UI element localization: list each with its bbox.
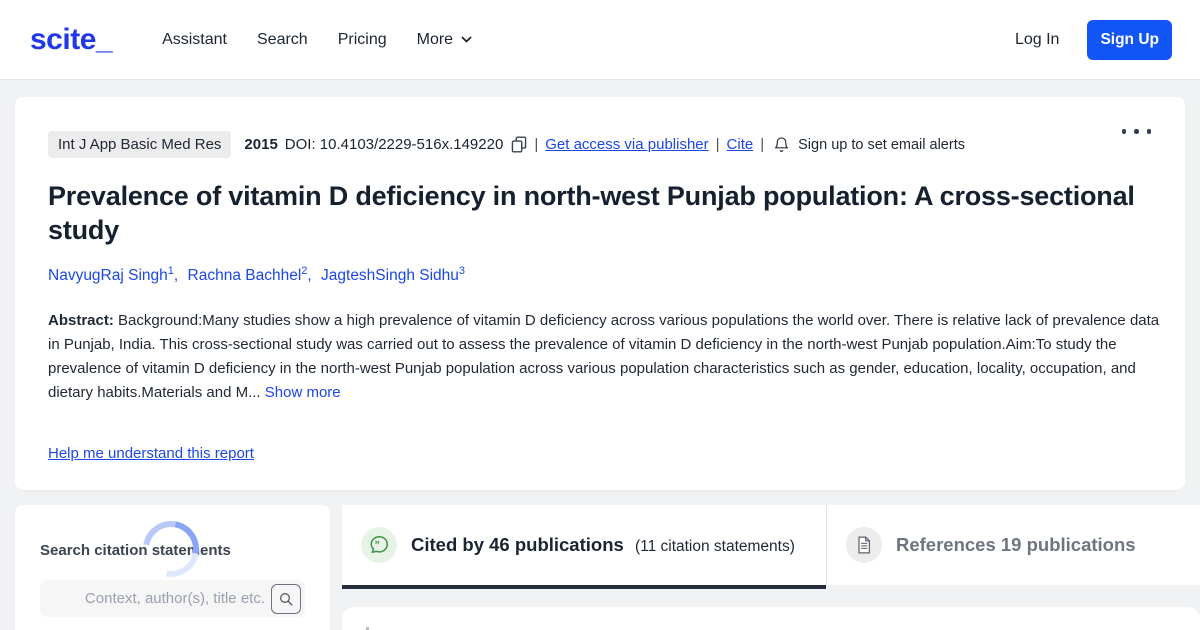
journal-badge: Int J App Basic Med Res [48,131,232,158]
abstract: Abstract: Background:Many studies show a… [48,309,1164,405]
clipped-content-stub [366,627,369,630]
more-options-button[interactable] [1118,125,1156,138]
author-link[interactable]: Rachna Bachhel2 [187,265,308,285]
signup-button[interactable]: Sign Up [1087,19,1172,60]
separator: | [760,136,765,153]
author-separator: , [173,267,179,285]
chevron-down-icon [461,36,472,43]
cite-link[interactable]: Cite [726,136,754,153]
separator: | [715,136,720,153]
citations-list-card [342,607,1200,630]
document-icon [846,527,882,563]
separator: | [534,136,539,153]
scite-logo[interactable]: scite_ [30,22,113,56]
author-affiliation-sup: 2 [301,265,308,277]
main-nav: Assistant Search Pricing More [162,31,473,49]
author-affiliation-sup: 3 [458,265,466,277]
author-link[interactable]: NavyugRaj Singh1 [48,265,174,285]
paper-title: Prevalence of vitamin D deficiency in no… [48,181,1135,245]
author-list: NavyugRaj Singh1, Rachna Bachhel2, Jagte… [48,265,465,285]
references-label: References 19 publications [896,534,1136,555]
nav-search[interactable]: Search [257,30,308,48]
svg-text:”: ” [375,540,380,551]
author-link[interactable]: JagteshSingh Sidhu3 [321,265,466,285]
top-navigation-bar: scite_ Assistant Search Pricing More Log… [0,0,1200,80]
copy-icon[interactable] [511,136,527,153]
search-card-title: Search citation statements [40,542,231,559]
help-understand-link[interactable]: Help me understand this report [48,445,254,462]
search-submit-button[interactable] [271,583,301,614]
account-actions: Log In Sign Up [1014,19,1172,60]
email-alerts-link[interactable]: Sign up to set email alerts [798,136,965,153]
active-tab-indicator [342,585,826,589]
show-more-link[interactable]: Show more [264,384,341,401]
citation-search-box [40,580,305,617]
author-separator: , [307,267,312,285]
cited-by-label: Cited by 46 publications [411,534,624,555]
tab-cited-by[interactable]: ” Cited by 46 publications (11 citation … [342,505,826,589]
nav-assistant[interactable]: Assistant [162,30,227,48]
nav-more-label: More [416,30,454,48]
search-citation-card: Search citation statements [15,505,330,630]
nav-more[interactable]: More [417,31,473,49]
get-access-link[interactable]: Get access via publisher [545,136,709,153]
tab-divider [826,505,827,585]
tab-references[interactable]: References 19 publications [827,505,1200,585]
citation-statements-count: (11 citation statements) [634,538,795,555]
report-tabs: ” Cited by 46 publications (11 citation … [342,505,1200,589]
paper-meta-row: Int J App Basic Med Res 2015 DOI: 10.410… [48,131,1125,158]
magnifier-icon [280,592,293,606]
citation-search-input[interactable] [40,580,271,617]
abstract-text: Background:Many studies show a high prev… [48,312,1160,401]
login-link[interactable]: Log In [1014,30,1060,48]
bell-icon [773,136,790,154]
paper-report-card: Int J App Basic Med Res 2015 DOI: 10.410… [15,97,1185,490]
publication-year: 2015 [244,136,278,153]
doi-text: DOI: 10.4103/2229-516x.149220 [284,136,504,153]
nav-pricing[interactable]: Pricing [337,30,387,48]
author-affiliation-sup: 1 [167,265,174,277]
abstract-label: Abstract: [48,312,114,329]
speech-bubble-quote-icon: ” [361,527,397,563]
